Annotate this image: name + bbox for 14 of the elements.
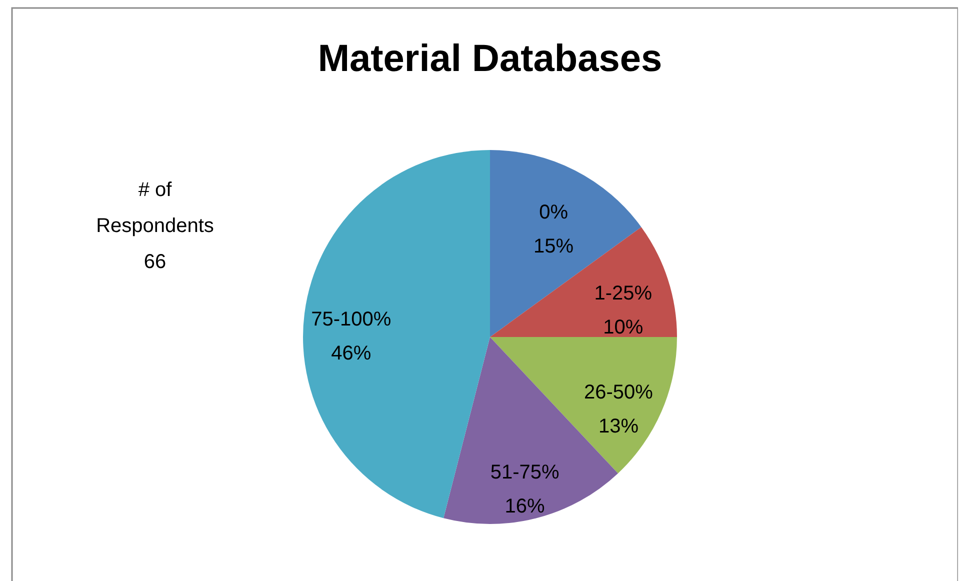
data-label: 13% — [598, 416, 639, 438]
text: # of Respondents 66 — [96, 179, 214, 273]
pie-slice — [490, 227, 677, 337]
slice-label: 26-50% — [584, 382, 654, 404]
slice-label: 0% — [539, 201, 568, 224]
pie-slice — [303, 150, 490, 518]
slice-label: 51-75% — [490, 462, 560, 484]
chart-title: Material Databases — [318, 38, 662, 80]
slice-label: 75-100% — [311, 308, 392, 330]
data-label: 10% — [603, 316, 644, 339]
slice-label: 1-25% — [594, 282, 652, 305]
data-label: 16% — [504, 496, 546, 518]
data-label: 15% — [534, 235, 574, 258]
data-label: 46% — [331, 342, 372, 364]
